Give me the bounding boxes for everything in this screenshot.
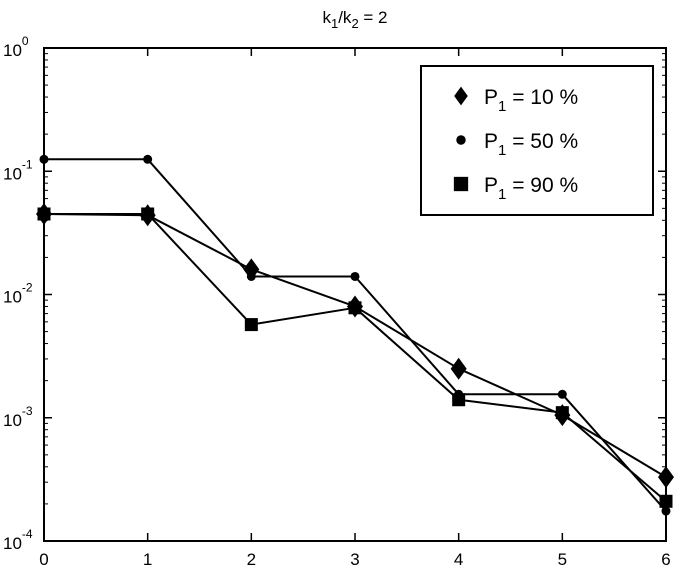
marker-circle — [246, 271, 256, 281]
marker-diamond — [450, 357, 467, 380]
x-tick-label: 0 — [39, 550, 48, 569]
marker-square — [453, 176, 469, 192]
chart-title-text: k1/k2 = 2 — [322, 8, 387, 31]
y-tick-label: 100 — [3, 34, 29, 60]
marker-diamond — [454, 86, 468, 106]
y-tick-label: 10-4 — [3, 527, 33, 553]
x-axis-tick-labels: 0 1 2 3 4 5 6 — [39, 550, 670, 569]
y-tick-exponent: 0 — [22, 34, 29, 48]
series-markers — [36, 154, 674, 516]
y-tick-base: 10 — [3, 164, 22, 183]
marker-circle — [39, 154, 49, 164]
y-tick-exponent: -2 — [22, 281, 33, 295]
legend-label-rest: = 50 % — [506, 130, 578, 153]
legend-label-subscript: 1 — [498, 98, 506, 115]
marker-circle — [661, 506, 671, 516]
marker-circle — [456, 135, 466, 145]
marker-circle — [350, 271, 360, 281]
x-tick-label: 5 — [558, 550, 567, 569]
x-tick-label: 6 — [661, 550, 670, 569]
legend-label-subscript: 1 — [498, 186, 506, 203]
y-tick-label: 10-2 — [3, 281, 33, 307]
title-part: /k — [338, 8, 352, 27]
title-subscript: 1 — [331, 16, 338, 31]
legend-label-base: P — [484, 86, 498, 109]
marker-square — [141, 207, 155, 221]
y-tick-base: 10 — [3, 288, 22, 307]
chart-title: k1/k2 = 2 — [322, 8, 387, 31]
marker-square — [659, 494, 673, 508]
x-tick-label: 2 — [247, 550, 256, 569]
title-part: k — [322, 8, 331, 27]
marker-square — [244, 318, 258, 332]
legend-label: P1 = 90 % — [484, 174, 578, 203]
legend: P1 = 10 %P1 = 50 %P1 = 90 % — [420, 65, 654, 216]
legend-label: P1 = 50 % — [484, 130, 578, 159]
marker-circle — [557, 389, 567, 399]
marker-square — [348, 301, 362, 315]
legend-label-base: P — [484, 130, 498, 153]
legend-label-subscript: 1 — [498, 142, 506, 159]
y-tick-base: 10 — [3, 41, 22, 60]
x-tick-label: 1 — [143, 550, 152, 569]
y-tick-label: 10-3 — [3, 404, 33, 430]
marker-circle — [143, 154, 153, 164]
x-tick-label: 4 — [454, 550, 463, 569]
y-tick-exponent: -1 — [22, 157, 33, 171]
y-tick-base: 10 — [3, 534, 22, 553]
marker-diamond — [658, 466, 674, 489]
title-subscript: 2 — [351, 16, 358, 31]
y-tick-base: 10 — [3, 411, 22, 430]
legend-label-rest: = 10 % — [506, 86, 578, 109]
marker-square — [37, 207, 51, 221]
title-part: = 2 — [359, 8, 388, 27]
legend-label-base: P — [484, 174, 498, 197]
axis-ticks — [43, 47, 667, 542]
legend-label: P1 = 10 % — [484, 86, 578, 115]
marker-square — [555, 406, 569, 420]
legend-label-rest: = 90 % — [506, 174, 578, 197]
y-tick-exponent: -4 — [22, 527, 33, 541]
y-tick-label: 10-1 — [3, 157, 33, 183]
y-tick-exponent: -3 — [22, 404, 33, 418]
x-tick-label: 3 — [350, 550, 359, 569]
marker-square — [452, 393, 466, 407]
